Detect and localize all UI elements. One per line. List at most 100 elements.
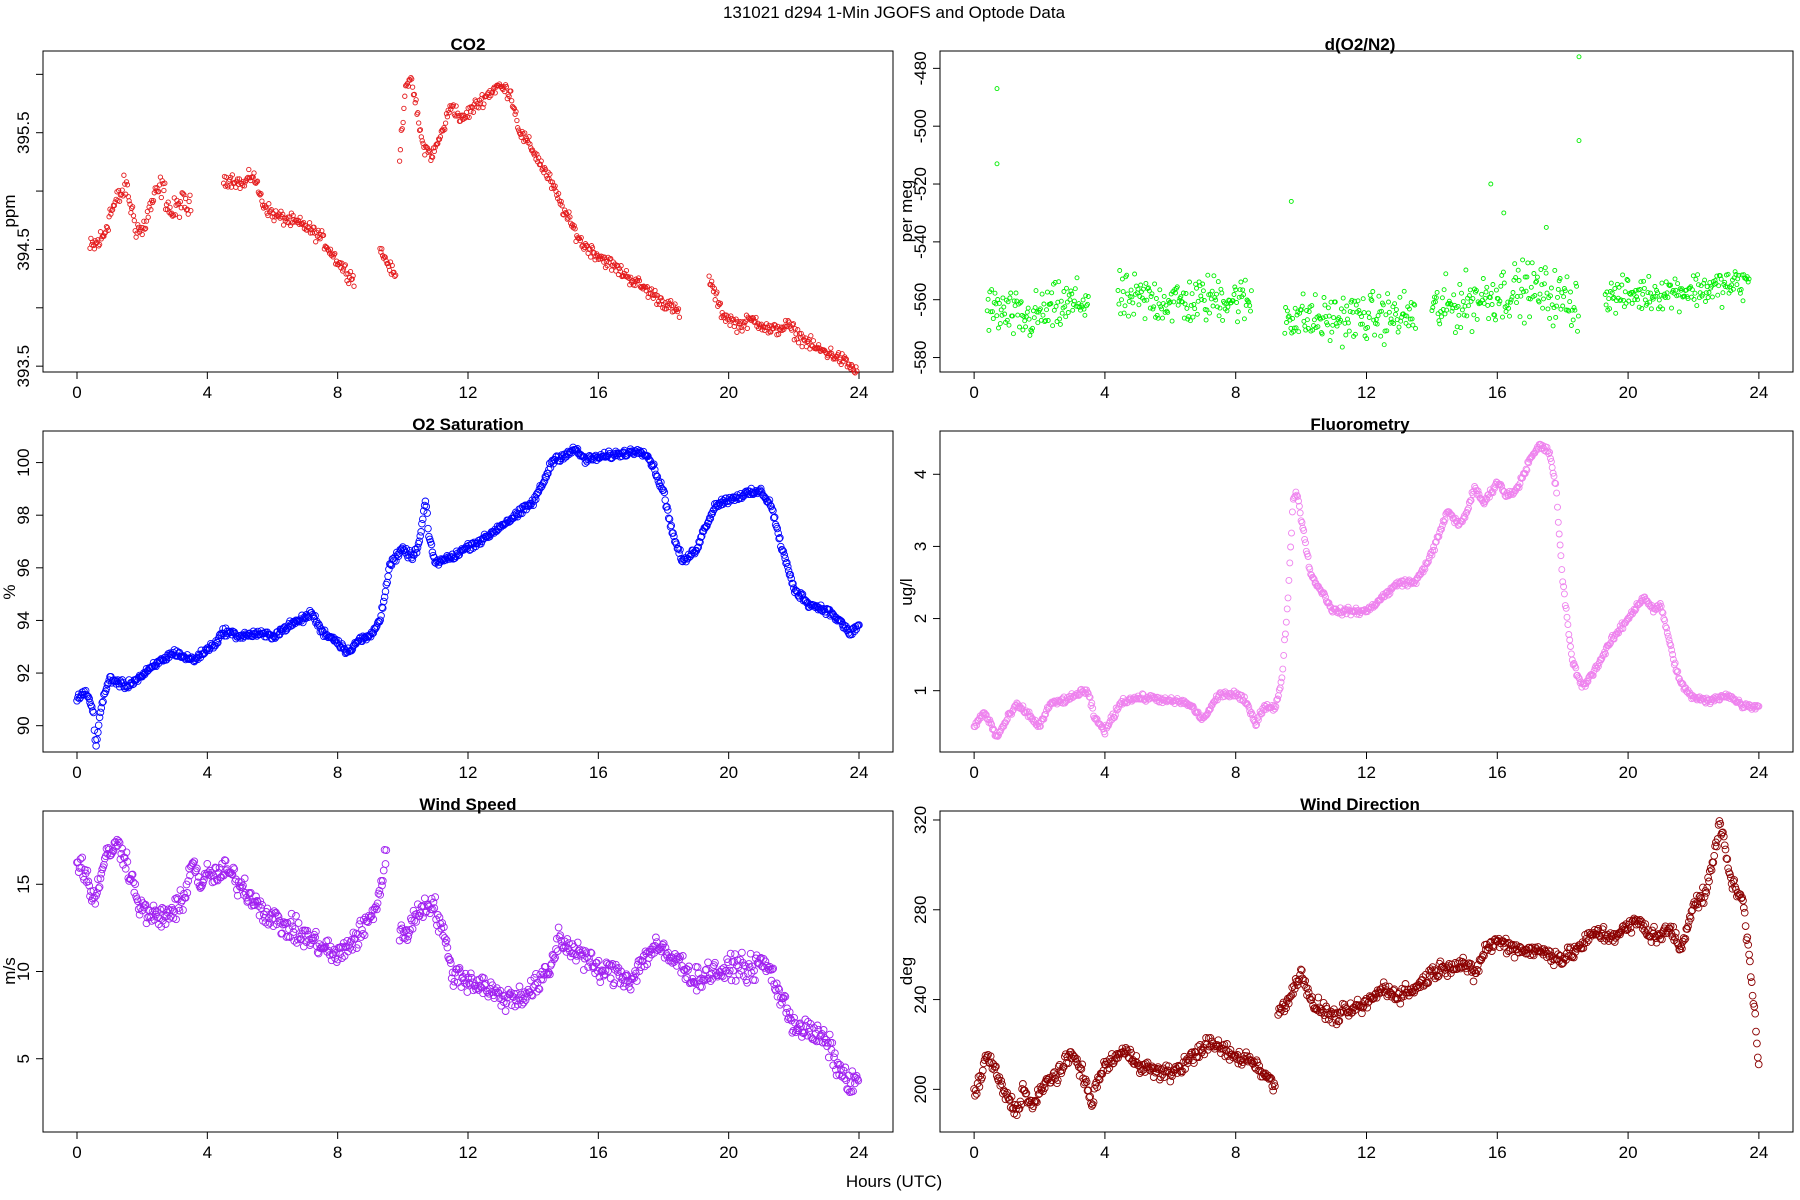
data-point	[1485, 493, 1493, 501]
data-point	[1436, 318, 1442, 324]
y-tick-label: 96	[14, 558, 33, 577]
data-point	[989, 725, 997, 733]
data-point	[748, 962, 757, 971]
data-point	[1309, 303, 1315, 309]
data-point	[626, 985, 635, 994]
data-point	[1540, 305, 1546, 311]
data-point	[1656, 600, 1664, 607]
data-point	[1001, 304, 1007, 310]
data-point	[1318, 590, 1326, 598]
data-point	[744, 325, 750, 332]
data-point	[419, 913, 427, 921]
data-point	[1211, 273, 1217, 279]
data-point	[437, 134, 444, 140]
data-point	[1266, 1073, 1275, 1082]
data-point	[1138, 282, 1144, 288]
data-point	[1320, 315, 1326, 321]
data-point	[1567, 643, 1574, 650]
data-point	[1572, 664, 1580, 672]
data-point	[1188, 1048, 1196, 1057]
data-point	[1503, 309, 1509, 314]
data-point	[694, 543, 703, 552]
data-point	[1373, 317, 1379, 322]
data-point	[181, 893, 190, 902]
data-point	[1276, 684, 1284, 692]
data-point	[383, 578, 391, 587]
data-point	[1664, 290, 1670, 296]
data-point	[1335, 1017, 1344, 1025]
data-point	[1705, 295, 1711, 300]
panel-title: O2 Saturation	[412, 415, 523, 434]
data-point	[1482, 295, 1488, 301]
data-point	[1045, 1074, 1053, 1082]
data-point	[1441, 287, 1447, 293]
data-point	[830, 611, 838, 619]
data-point	[849, 1087, 857, 1096]
data-point	[1164, 308, 1170, 314]
data-point	[1085, 294, 1091, 299]
data-point	[1013, 290, 1019, 296]
data-point	[1631, 291, 1637, 297]
data-point	[1483, 289, 1489, 295]
data-point	[409, 76, 415, 82]
data-point	[311, 933, 319, 942]
data-point	[554, 923, 563, 932]
data-point	[1308, 993, 1317, 1001]
data-point	[1280, 651, 1288, 659]
data-point	[1545, 450, 1553, 458]
data-point	[1674, 667, 1682, 675]
data-point	[971, 1091, 979, 1100]
data-point	[1443, 509, 1451, 517]
data-point	[111, 202, 118, 209]
data-point	[989, 287, 995, 293]
data-point	[1469, 329, 1475, 335]
data-point	[563, 935, 572, 943]
data-point	[1466, 303, 1471, 309]
data-point	[1331, 315, 1337, 321]
data-point	[102, 684, 111, 693]
data-point	[130, 213, 137, 219]
data-point	[455, 110, 461, 116]
data-point	[1207, 310, 1212, 316]
data-point	[1292, 305, 1298, 311]
data-point	[453, 103, 459, 109]
x-tick-label: 8	[333, 763, 342, 782]
data-point	[396, 158, 403, 164]
data-point	[273, 911, 282, 920]
data-point	[573, 938, 582, 947]
x-tick-label: 8	[1231, 1143, 1240, 1162]
data-point	[619, 982, 628, 991]
data-point	[1424, 978, 1433, 987]
data-point	[1142, 316, 1148, 322]
data-point	[1053, 1076, 1062, 1085]
data-point	[1560, 590, 1568, 598]
data-point	[329, 633, 338, 642]
data-point	[1231, 292, 1237, 297]
data-point	[415, 537, 424, 545]
data-point	[1235, 309, 1241, 315]
data-point	[1694, 303, 1700, 309]
data-point	[1021, 314, 1027, 319]
data-point	[1287, 991, 1296, 1000]
data-point	[981, 709, 989, 717]
data-point	[1549, 469, 1557, 477]
data-point	[281, 627, 290, 635]
y-tick-label: 15	[14, 875, 33, 894]
data-point	[1322, 302, 1328, 308]
data-point	[1288, 529, 1295, 537]
data-point	[1429, 308, 1435, 314]
data-point	[413, 97, 419, 103]
data-point	[1223, 1040, 1231, 1048]
data-point	[1364, 336, 1370, 342]
data-point	[121, 172, 127, 178]
x-tick-label: 24	[850, 383, 869, 402]
data-point	[266, 201, 272, 207]
data-point	[1007, 1092, 1016, 1101]
data-point	[1709, 294, 1715, 300]
data-point	[1359, 314, 1364, 320]
data-point	[1671, 659, 1679, 667]
data-point	[1338, 317, 1344, 323]
data-point	[1292, 488, 1300, 496]
data-point	[792, 326, 798, 332]
data-point	[795, 340, 802, 346]
